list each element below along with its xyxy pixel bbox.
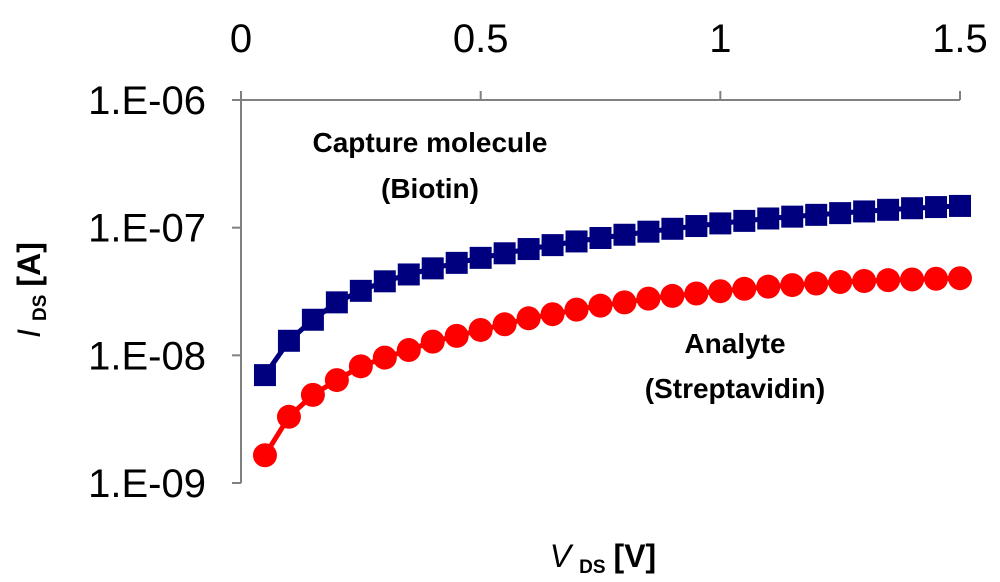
x-tick-label: 1.5 bbox=[932, 17, 988, 61]
series-biotin bbox=[253, 194, 971, 387]
data-point-biotin bbox=[613, 223, 636, 246]
annotations-layer: Capture molecule (Biotin) Analyte (Strep… bbox=[313, 127, 826, 404]
data-point-streptavidin bbox=[660, 283, 685, 308]
y-axis-title-main: I bbox=[11, 329, 47, 338]
data-point-biotin bbox=[445, 251, 468, 274]
data-point-streptavidin bbox=[780, 273, 805, 298]
data-point-biotin bbox=[733, 209, 756, 232]
data-point-biotin bbox=[325, 291, 348, 314]
y-tick-label: 1.E-09 bbox=[88, 462, 206, 506]
data-point-biotin bbox=[397, 263, 420, 286]
data-point-biotin bbox=[301, 308, 324, 331]
data-point-streptavidin bbox=[732, 276, 757, 301]
data-point-biotin bbox=[685, 215, 708, 238]
data-point-biotin bbox=[709, 212, 732, 235]
data-point-streptavidin bbox=[588, 293, 613, 318]
data-point-streptavidin bbox=[948, 266, 972, 291]
data-point-streptavidin bbox=[828, 270, 853, 295]
y-ticks: 1.E-06 1.E-07 1.E-08 1.E-09 bbox=[88, 79, 241, 506]
data-point-streptavidin bbox=[324, 368, 349, 393]
data-point-streptavidin bbox=[468, 317, 493, 342]
data-point-biotin bbox=[517, 238, 540, 261]
data-point-biotin bbox=[949, 194, 971, 217]
data-point-streptavidin bbox=[420, 329, 445, 354]
x-axis-title-sub: DS bbox=[579, 557, 605, 578]
data-point-streptavidin bbox=[492, 312, 517, 337]
series-streptavidin bbox=[252, 266, 972, 468]
data-point-biotin bbox=[829, 202, 852, 225]
data-point-streptavidin bbox=[564, 297, 589, 322]
data-point-streptavidin bbox=[708, 279, 733, 304]
data-point-biotin bbox=[493, 242, 516, 265]
data-point-streptavidin bbox=[276, 404, 301, 429]
data-point-biotin bbox=[781, 205, 804, 228]
data-point-streptavidin bbox=[636, 286, 661, 311]
data-point-biotin bbox=[349, 279, 372, 302]
data-point-biotin bbox=[637, 220, 660, 243]
data-point-biotin bbox=[421, 257, 444, 280]
data-point-biotin bbox=[757, 207, 780, 230]
annotation-capture-line-2: (Biotin) bbox=[381, 173, 479, 204]
data-point-streptavidin bbox=[684, 281, 709, 306]
data-point-biotin bbox=[877, 198, 900, 221]
x-tick-label: 1 bbox=[709, 17, 731, 61]
x-axis-title: V DS [V] bbox=[550, 538, 656, 578]
data-point-streptavidin bbox=[540, 302, 565, 327]
data-point-biotin bbox=[469, 246, 492, 269]
data-point-streptavidin bbox=[252, 443, 277, 468]
data-point-biotin bbox=[565, 230, 588, 253]
y-axis-title-sub: DS bbox=[30, 295, 51, 321]
data-point-streptavidin bbox=[756, 274, 781, 299]
y-axis-title-unit: [A] bbox=[11, 242, 47, 286]
annotation-analyte-line-2: (Streptavidin) bbox=[645, 373, 825, 404]
data-point-biotin bbox=[277, 329, 300, 352]
data-point-biotin bbox=[661, 217, 684, 240]
data-point-biotin bbox=[589, 226, 612, 249]
data-point-biotin bbox=[925, 196, 948, 219]
data-point-streptavidin bbox=[876, 268, 901, 293]
data-point-streptavidin bbox=[804, 271, 829, 296]
data-point-biotin bbox=[853, 200, 876, 223]
y-axis-title: I DS [A] bbox=[11, 242, 51, 338]
data-point-streptavidin bbox=[900, 267, 925, 292]
data-point-streptavidin bbox=[444, 323, 469, 348]
x-tick-label: 0 bbox=[230, 17, 252, 61]
data-point-biotin bbox=[253, 364, 276, 387]
data-point-biotin bbox=[901, 197, 924, 220]
data-point-streptavidin bbox=[300, 382, 325, 407]
data-point-streptavidin bbox=[516, 306, 541, 331]
y-tick-label: 1.E-07 bbox=[88, 207, 206, 251]
x-ticks: 0 0.5 1 1.5 bbox=[230, 17, 988, 100]
x-axis-title-main: V bbox=[550, 538, 574, 574]
x-axis-title-unit: [V] bbox=[614, 538, 657, 574]
y-tick-label: 1.E-06 bbox=[88, 79, 206, 123]
data-point-biotin bbox=[541, 234, 564, 257]
data-point-streptavidin bbox=[396, 338, 421, 363]
data-point-streptavidin bbox=[852, 269, 877, 294]
x-tick-label: 0.5 bbox=[453, 17, 509, 61]
data-point-streptavidin bbox=[348, 354, 373, 379]
annotation-analyte-line-1: Analyte bbox=[684, 328, 785, 359]
data-point-streptavidin bbox=[924, 266, 949, 291]
data-point-streptavidin bbox=[372, 345, 397, 370]
series-layer bbox=[252, 194, 972, 468]
axes: 0 0.5 1 1.5 1.E-06 1.E-07 1.E-08 1.E-09 bbox=[88, 17, 988, 506]
data-point-biotin bbox=[373, 270, 396, 293]
data-point-streptavidin bbox=[612, 290, 637, 315]
y-tick-label: 1.E-08 bbox=[88, 334, 206, 378]
annotation-capture-line-1: Capture molecule bbox=[313, 127, 548, 158]
data-point-biotin bbox=[805, 203, 828, 226]
